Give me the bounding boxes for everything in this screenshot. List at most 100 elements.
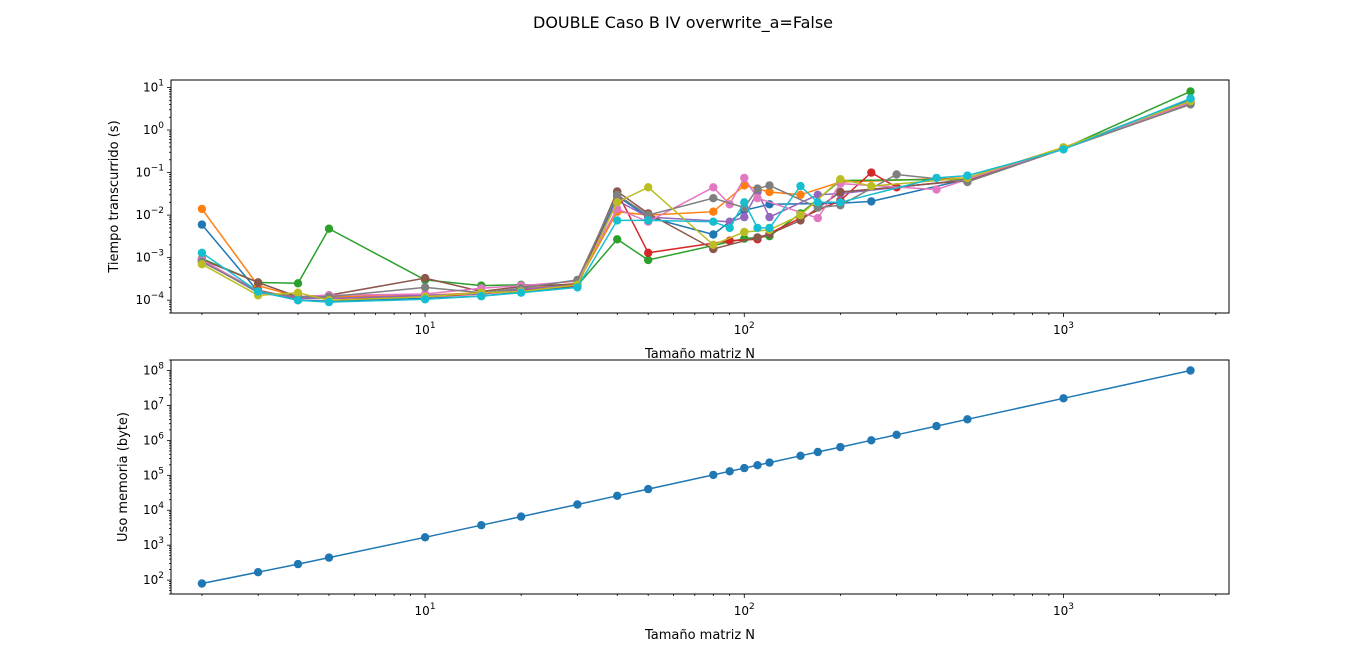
series-2-point — [709, 207, 718, 216]
series-line-2 — [201, 101, 1191, 298]
series-1-point — [573, 500, 582, 509]
memory-plot-x-axis-label: Tamaño matriz N — [644, 628, 755, 643]
figure-title: DOUBLE Caso B IV overwrite_a=False — [533, 13, 833, 33]
series-1-point — [709, 470, 718, 480]
series-2-point — [740, 181, 749, 190]
series-2-point — [197, 204, 207, 214]
series-8-point — [753, 184, 762, 193]
series-4-point — [867, 168, 876, 177]
x-tick-label: 102 — [734, 602, 755, 618]
series-10-point — [725, 223, 734, 233]
time-plot-x-axis-label: Tamaño matriz N — [644, 347, 755, 362]
series-10-point — [420, 295, 430, 304]
memory-plot-series — [197, 366, 1195, 588]
series-1-point — [197, 220, 207, 229]
series-10-point — [293, 296, 303, 305]
series-1-point — [813, 447, 822, 457]
series-3-point — [644, 255, 653, 265]
series-9-point — [836, 175, 845, 184]
series-10-point — [516, 288, 526, 297]
series-9-point — [867, 181, 876, 191]
series-9-point — [796, 210, 805, 220]
series-1-point — [253, 568, 263, 577]
series-1-point — [740, 463, 749, 473]
series-line-4 — [201, 102, 1191, 300]
series-1-point — [644, 484, 653, 494]
y-tick-label: 103 — [143, 536, 164, 552]
y-tick-label: 10−1 — [135, 164, 164, 180]
series-9-point — [709, 240, 718, 249]
series-9-point — [197, 260, 207, 269]
series-6-point — [253, 278, 263, 287]
y-tick-label: 10−3 — [135, 249, 164, 265]
series-4-point — [644, 248, 653, 257]
series-line-6 — [201, 103, 1191, 298]
memory-plot-ticks: 101 102 103 102 103 104 105 106 107 108 — [143, 359, 1217, 618]
memory-plot-y-axis-label: Uso memoria (byte) — [116, 412, 131, 542]
series-1-point — [477, 521, 486, 530]
y-tick-label: 108 — [143, 362, 164, 378]
series-10-point — [1186, 94, 1195, 103]
series-7-point — [813, 213, 822, 223]
series-10-point — [836, 198, 845, 207]
series-1-point — [197, 579, 207, 588]
y-tick-label: 102 — [143, 571, 164, 587]
series-6-point — [836, 187, 845, 197]
y-tick-label: 107 — [143, 396, 164, 412]
series-line-9 — [201, 100, 1191, 301]
series-1-point — [753, 461, 762, 470]
time-plot: 101 102 103 10−4 10−3 10−2 10−1 100 101 Tamaño m… — [107, 78, 1230, 362]
series-1-point — [709, 230, 718, 239]
series-8-point — [765, 181, 774, 190]
y-tick-label: 104 — [143, 501, 164, 517]
x-tick-label: 103 — [1053, 321, 1074, 337]
series-line-8 — [201, 103, 1191, 298]
y-tick-label: 101 — [143, 78, 164, 94]
series-10-point — [477, 291, 486, 301]
series-1-point — [613, 491, 622, 500]
series-10-point — [813, 198, 822, 207]
series-1-point — [892, 430, 901, 439]
series-10-point — [644, 216, 653, 225]
series-10-point — [796, 181, 805, 191]
series-3-point — [1186, 87, 1195, 96]
series-line-7 — [201, 101, 1191, 298]
y-tick-label: 10−2 — [135, 206, 164, 222]
series-10-point — [963, 171, 972, 180]
series-1-point — [725, 467, 734, 476]
series-10-point — [573, 283, 582, 292]
series-line-5 — [201, 101, 1191, 300]
series-1-point — [765, 458, 774, 467]
series-2-point — [765, 187, 774, 197]
x-tick-label: 103 — [1053, 602, 1074, 618]
series-7-point — [753, 194, 762, 203]
series-10-point — [197, 248, 207, 257]
series-8-point — [420, 283, 430, 292]
series-7-point — [932, 185, 941, 194]
series-1-point — [867, 436, 876, 445]
y-tick-label: 100 — [143, 121, 164, 137]
series-line-10 — [201, 97, 1191, 303]
series-8-point — [613, 190, 622, 199]
x-tick-label: 101 — [415, 321, 436, 337]
series-10-point — [753, 223, 762, 233]
series-10-point — [613, 216, 622, 225]
memory-plot: 101 102 103 102 103 104 105 106 107 108 Tamaño ma… — [116, 359, 1230, 643]
x-tick-label: 101 — [415, 602, 436, 618]
series-10-point — [765, 223, 774, 233]
series-9-point — [740, 227, 749, 237]
series-1-point — [516, 512, 526, 521]
series-1-point — [932, 421, 941, 431]
series-1-point — [796, 451, 805, 460]
time-plot-y-axis-label: Tiempo transcurrido (s) — [107, 120, 122, 273]
series-2-point — [796, 190, 805, 199]
series-5-point — [740, 212, 749, 222]
time-plot-series — [197, 87, 1195, 307]
series-10-point — [709, 217, 718, 226]
time-plot-frame — [170, 79, 1230, 314]
series-3-point — [613, 235, 622, 244]
y-tick-label: 105 — [143, 466, 164, 482]
series-10-point — [932, 173, 941, 183]
series-3-point — [293, 279, 303, 288]
